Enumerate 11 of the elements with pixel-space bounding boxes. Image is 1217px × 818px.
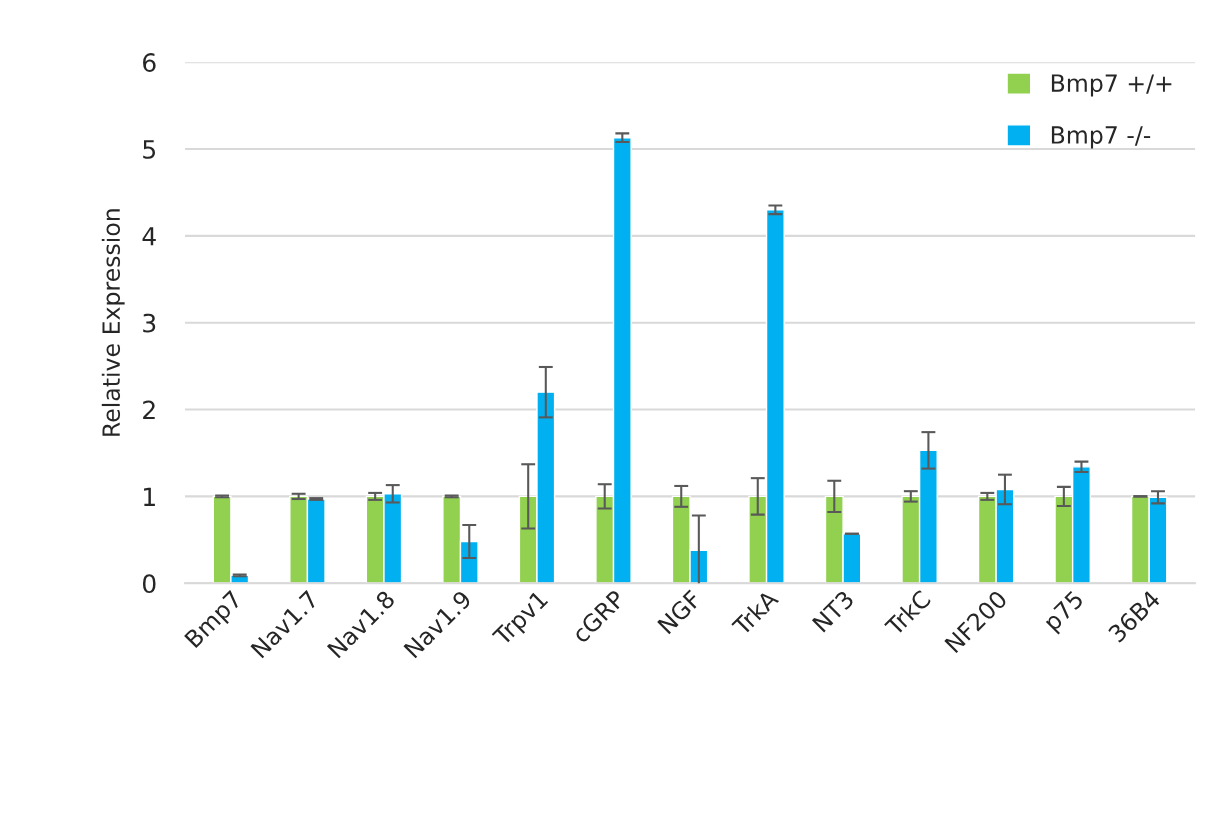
x-tick-label: TrkA <box>730 588 780 637</box>
y-tick-label: 0 <box>142 574 156 594</box>
y-tick-label: 1 <box>144 487 155 506</box>
y-axis-title: Relative Expression <box>101 209 125 436</box>
legend-label: Bmp7 +/+ <box>1051 74 1172 97</box>
y-tick-label: 5 <box>143 140 156 159</box>
y-tick-label: 6 <box>143 53 156 73</box>
y-tick-label: 4 <box>142 227 156 246</box>
y-tick-label: 3 <box>143 313 156 333</box>
legend-label: Bmp7 -/- <box>1051 126 1151 149</box>
y-tick-label: 2 <box>143 400 155 420</box>
